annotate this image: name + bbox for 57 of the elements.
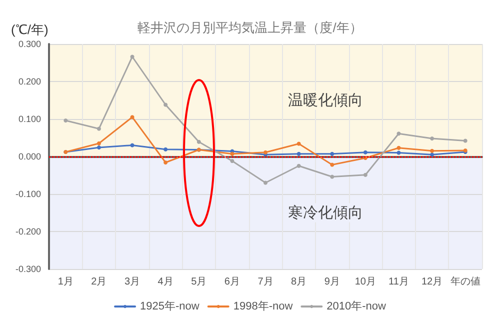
y-tick-label: 0.000 bbox=[18, 152, 41, 162]
point bbox=[230, 159, 234, 163]
point bbox=[430, 136, 434, 140]
point bbox=[130, 115, 134, 120]
legend-label: 1998年-now bbox=[233, 300, 293, 312]
point bbox=[164, 147, 168, 152]
chart-title: 軽井沢の月別平均気温上昇量（度/年） bbox=[138, 20, 362, 35]
point bbox=[396, 150, 401, 155]
point bbox=[330, 152, 334, 156]
x-tick-label: 12月 bbox=[421, 276, 443, 288]
point bbox=[363, 150, 368, 154]
point bbox=[164, 102, 168, 107]
y-tick-label: 0.300 bbox=[18, 39, 41, 49]
point bbox=[196, 140, 201, 144]
legend-label: 2010年-now bbox=[326, 300, 386, 312]
point bbox=[296, 152, 301, 156]
point bbox=[430, 152, 434, 157]
point bbox=[96, 146, 101, 150]
band-label: 寒冷化傾向 bbox=[288, 204, 363, 222]
x-tick-label: 9月 bbox=[324, 276, 340, 288]
point bbox=[64, 118, 68, 122]
point bbox=[164, 160, 168, 164]
point bbox=[396, 146, 401, 150]
point bbox=[264, 150, 268, 154]
x-tick-label: 8月 bbox=[291, 276, 307, 288]
point bbox=[96, 141, 101, 146]
point bbox=[296, 142, 301, 146]
y-axis-title: (℃/年) bbox=[11, 22, 48, 37]
point bbox=[130, 54, 134, 59]
x-tick-label: 10月 bbox=[354, 276, 376, 288]
x-tick-label: 3月 bbox=[124, 276, 140, 288]
x-tick-label: 年の値 bbox=[450, 276, 480, 288]
point bbox=[96, 126, 101, 131]
legend-label: 1925年-now bbox=[140, 300, 200, 312]
band-label: 温暖化傾向 bbox=[288, 92, 363, 109]
point bbox=[430, 148, 434, 153]
point bbox=[330, 162, 334, 167]
point bbox=[363, 172, 368, 177]
y-tick-label: 0.200 bbox=[18, 76, 41, 86]
x-tick-label: 4月 bbox=[158, 276, 174, 288]
x-tick-label: 7月 bbox=[258, 276, 274, 288]
x-tick-label: 6月 bbox=[224, 276, 240, 288]
point bbox=[264, 180, 268, 185]
point bbox=[230, 152, 234, 156]
point bbox=[463, 138, 468, 143]
x-tick-label: 11月 bbox=[388, 276, 409, 288]
y-tick-label: -0.100 bbox=[15, 189, 41, 199]
y-tick-label: -0.200 bbox=[15, 226, 41, 236]
y-tick-label: -0.300 bbox=[15, 264, 41, 274]
point bbox=[296, 164, 301, 168]
x-tick-label: 5月 bbox=[191, 276, 207, 288]
point bbox=[330, 174, 334, 179]
point bbox=[396, 132, 401, 136]
x-tick-label: 2月 bbox=[91, 276, 107, 288]
point bbox=[130, 143, 134, 148]
x-tick-label: 1月 bbox=[58, 276, 74, 288]
y-tick-label: 0.100 bbox=[18, 114, 41, 124]
